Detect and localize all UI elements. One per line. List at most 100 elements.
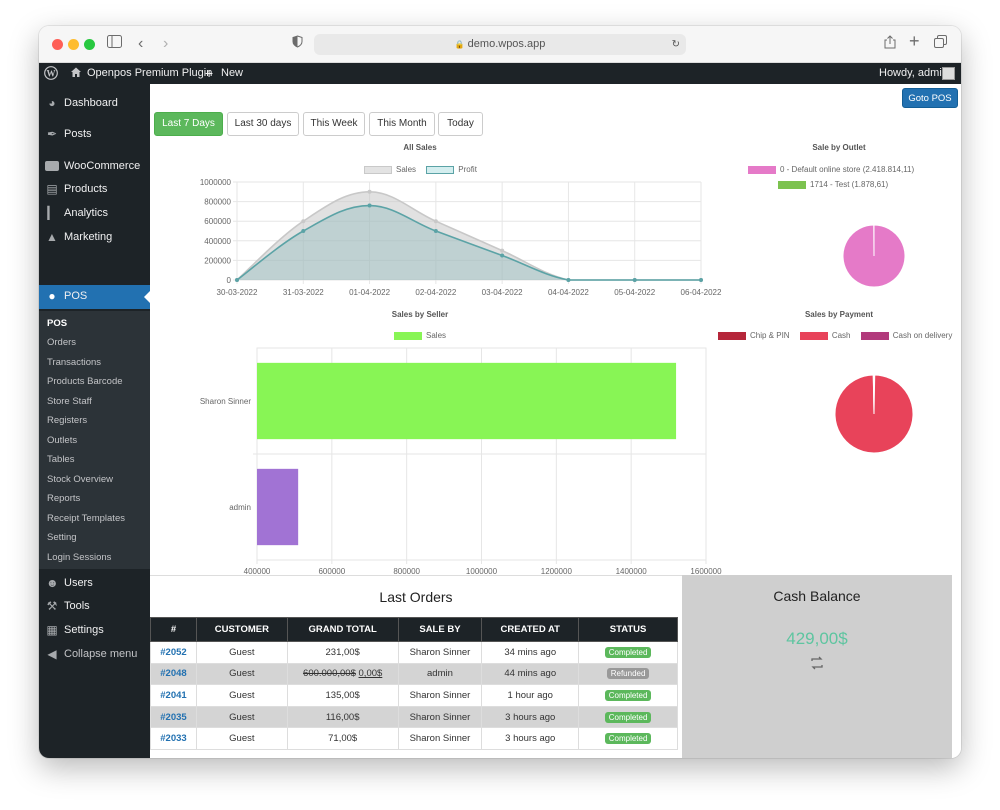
legend-swatch bbox=[778, 180, 806, 189]
series-area-sales bbox=[237, 191, 701, 280]
created-at-cell: 44 mins ago bbox=[481, 662, 580, 686]
sale-by-cell: admin bbox=[397, 662, 483, 686]
seller-legend: Sales bbox=[394, 331, 454, 340]
sidebar-item-marketing[interactable]: ▲ Marketing bbox=[39, 227, 150, 249]
sidebar-item-posts[interactable]: ✒ Posts bbox=[39, 124, 150, 146]
legend-item[interactable]: Profit bbox=[426, 165, 477, 174]
legend-item[interactable]: Sales bbox=[364, 165, 416, 174]
status-cell: Completed bbox=[578, 684, 678, 707]
submenu-item-pos[interactable]: POS bbox=[47, 318, 68, 329]
order-id-link[interactable]: #2041 bbox=[150, 684, 197, 707]
order-id-link[interactable]: #2033 bbox=[150, 727, 197, 750]
x-tick-label: 800000 bbox=[393, 567, 420, 575]
sidebar-item-analytics[interactable]: ▎ Analytics bbox=[39, 203, 150, 225]
legend-item[interactable]: 0 - Default online store (2.418.814,11) bbox=[748, 165, 914, 174]
x-tick-label: 1200000 bbox=[541, 567, 573, 575]
submenu-item-setting[interactable]: Setting bbox=[47, 532, 77, 543]
plus-icon[interactable]: + bbox=[205, 65, 214, 81]
y-category-label: admin bbox=[229, 503, 251, 512]
forward-icon[interactable]: › bbox=[163, 35, 169, 52]
range-this-week-button[interactable]: This Week bbox=[303, 112, 365, 136]
tabs-overview-icon[interactable] bbox=[934, 35, 947, 53]
sidebar-toggle-icon[interactable] bbox=[107, 35, 122, 53]
wp-admin-bar: W Openpos Premium Plugin + New Howdy, ad… bbox=[39, 63, 961, 84]
sidebar-item-tools[interactable]: ⚒ Tools bbox=[39, 596, 150, 618]
collapse-menu-button[interactable]: ◀ Collapse menu bbox=[39, 644, 150, 666]
legend-label: Profit bbox=[458, 165, 477, 174]
new-tab-icon[interactable]: + bbox=[909, 31, 920, 51]
sidebar-item-pos[interactable]: ● POS bbox=[39, 285, 150, 309]
customer-cell: Guest bbox=[195, 684, 288, 707]
submenu-item-outlets[interactable]: Outlets bbox=[47, 435, 78, 446]
address-bar[interactable]: 🔒 demo.wpos.app ↻ bbox=[314, 34, 686, 55]
data-point-sales bbox=[500, 248, 505, 253]
avatar[interactable] bbox=[942, 67, 955, 80]
y-tick-label: 600000 bbox=[204, 217, 231, 226]
range-last-30-days-button[interactable]: Last 30 days bbox=[227, 112, 299, 136]
grand-total-cell: 135,00$ bbox=[286, 684, 399, 707]
submenu-item-store-staff[interactable]: Store Staff bbox=[47, 396, 92, 407]
legend-item[interactable]: Chip & PIN bbox=[718, 331, 790, 340]
refresh-icon[interactable] bbox=[808, 655, 826, 673]
status-cell: Completed bbox=[578, 641, 678, 664]
data-point-profit bbox=[367, 203, 372, 208]
column-header: GRAND TOTAL bbox=[286, 617, 399, 642]
legend-item[interactable]: 1714 - Test (1.878,61) bbox=[778, 180, 888, 189]
minimize-window-button[interactable] bbox=[68, 39, 79, 50]
submenu-item-orders[interactable]: Orders bbox=[47, 337, 77, 348]
x-tick-label: 31-03-2022 bbox=[283, 288, 324, 297]
legend-label: Cash on delivery bbox=[892, 331, 953, 340]
range-today-button[interactable]: Today bbox=[438, 112, 483, 136]
x-tick-label: 1000000 bbox=[466, 567, 498, 575]
home-icon[interactable] bbox=[70, 66, 82, 81]
customer-cell: Guest bbox=[195, 662, 288, 686]
submenu-item-reports[interactable]: Reports bbox=[47, 493, 81, 504]
legend-item[interactable]: Sales bbox=[394, 331, 446, 340]
legend-item[interactable]: Cash on delivery bbox=[860, 331, 953, 340]
sidebar-item-woocommerce[interactable]: WooCommerce bbox=[39, 156, 150, 178]
admin-sidebar: ◕ Dashboard ✒ Posts WooCommerce ▤ Produc… bbox=[39, 84, 150, 758]
sidebar-item-users[interactable]: ☻ Users bbox=[39, 573, 150, 595]
cash-balance-title: Cash Balance bbox=[773, 588, 861, 604]
table-row: #2033 Guest 71,00$ Sharon Sinner 3 hours… bbox=[150, 727, 678, 750]
maximize-window-button[interactable] bbox=[84, 39, 95, 50]
submenu-item-transactions[interactable]: Transactions bbox=[47, 357, 102, 368]
order-id-link[interactable]: #2048 bbox=[150, 662, 197, 686]
data-point-profit bbox=[500, 253, 505, 258]
all-sales-legend: Sales Profit bbox=[364, 165, 485, 174]
submenu-item-login-sessions[interactable]: Login Sessions bbox=[47, 552, 112, 563]
status-badge: Completed bbox=[604, 733, 652, 745]
order-id-link[interactable]: #2052 bbox=[150, 641, 197, 664]
range-this-month-button[interactable]: This Month bbox=[369, 112, 435, 136]
submenu-item-stock-overview[interactable]: Stock Overview bbox=[47, 474, 113, 485]
sidebar-item-label: Tools bbox=[64, 600, 90, 612]
share-icon[interactable] bbox=[884, 35, 896, 54]
legend-item[interactable]: Cash bbox=[799, 331, 851, 340]
order-id-link[interactable]: #2035 bbox=[150, 705, 197, 729]
goto-pos-button[interactable]: Goto POS bbox=[902, 88, 958, 108]
sale-by-cell: Sharon Sinner bbox=[397, 684, 483, 707]
x-tick-label: 02-04-2022 bbox=[415, 288, 456, 297]
sidebar-item-products[interactable]: ▤ Products bbox=[39, 179, 150, 201]
sidebar-item-dashboard[interactable]: ◕ Dashboard bbox=[39, 93, 150, 115]
new-content-link[interactable]: New bbox=[221, 67, 244, 79]
y-category-label: Sharon Sinner bbox=[200, 397, 251, 406]
wordpress-logo-icon[interactable]: W bbox=[44, 66, 58, 83]
submenu-item-receipt-templates[interactable]: Receipt Templates bbox=[47, 513, 125, 524]
pos-icon: ● bbox=[48, 289, 56, 303]
close-window-button[interactable] bbox=[52, 39, 63, 50]
refunded-total: 0,00$ bbox=[358, 668, 383, 680]
shield-icon[interactable] bbox=[292, 35, 303, 53]
outlet-pie-chart bbox=[842, 224, 906, 288]
submenu-item-products-barcode[interactable]: Products Barcode bbox=[47, 376, 123, 387]
legend-swatch bbox=[860, 331, 889, 340]
back-icon[interactable]: ‹ bbox=[138, 35, 144, 52]
range-last-7-days-button[interactable]: Last 7 Days bbox=[154, 112, 223, 136]
howdy-user-link[interactable]: Howdy, admin bbox=[879, 67, 948, 79]
submenu-item-tables[interactable]: Tables bbox=[47, 454, 75, 465]
sidebar-item-settings[interactable]: ▦ Settings bbox=[39, 620, 150, 642]
submenu-item-registers[interactable]: Registers bbox=[47, 415, 88, 426]
reload-icon[interactable]: ↻ bbox=[671, 39, 680, 50]
pie-slice bbox=[872, 374, 875, 415]
site-name-link[interactable]: Openpos Premium Plugin bbox=[87, 67, 213, 79]
